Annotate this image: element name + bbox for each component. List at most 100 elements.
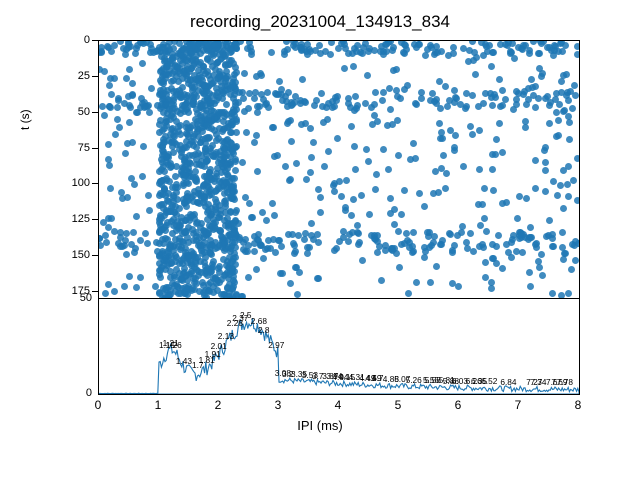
scatter-point	[342, 207, 349, 214]
scatter-point	[371, 101, 378, 108]
scatter-point	[418, 95, 425, 102]
scatter-point	[546, 120, 553, 127]
scatter-point	[134, 109, 141, 116]
scatter-point	[527, 224, 534, 231]
scatter-point	[307, 169, 314, 176]
scatter-point	[499, 200, 506, 207]
scatter-point	[363, 146, 370, 153]
scatter-point	[308, 154, 315, 161]
scatter-point	[215, 75, 222, 82]
scatter-point	[190, 62, 197, 69]
scatter-point	[269, 200, 276, 207]
scatter-point	[167, 274, 174, 281]
scatter-point	[317, 194, 324, 201]
scatter-point	[413, 279, 420, 286]
scatter-point	[114, 116, 121, 123]
scatter-point	[565, 163, 572, 170]
scatter-point	[202, 267, 209, 274]
scatter-point	[559, 48, 566, 55]
scatter-point	[365, 158, 372, 165]
scatter-point	[245, 274, 252, 281]
scatter-point	[383, 48, 390, 55]
scatter-point	[378, 277, 385, 284]
scatter-point	[173, 73, 180, 80]
scatter-point	[187, 77, 194, 84]
scatter-point	[203, 122, 210, 129]
scatter-point	[229, 258, 236, 265]
scatter-point	[549, 231, 556, 238]
scatter-point	[469, 40, 476, 45]
scatter-point	[126, 66, 133, 73]
scatter-point	[566, 119, 573, 126]
scatter-point	[308, 220, 315, 227]
scatter-point	[553, 133, 560, 140]
scatter-point	[325, 100, 332, 107]
scatter-point	[398, 211, 405, 218]
scatter-point	[421, 203, 428, 210]
scatter-ytick-mark	[92, 291, 98, 292]
scatter-point	[146, 207, 153, 214]
scatter-point	[345, 238, 352, 245]
scatter-point	[314, 275, 321, 282]
scatter-point	[229, 266, 236, 273]
scatter-point	[257, 242, 264, 249]
scatter-point	[374, 249, 381, 256]
scatter-point	[303, 176, 310, 183]
scatter-point	[513, 248, 520, 255]
scatter-point	[395, 228, 402, 235]
scatter-point	[127, 104, 134, 111]
scatter-point	[112, 131, 119, 138]
scatter-point	[287, 176, 294, 183]
scatter-point	[107, 185, 114, 192]
x-axis-tick-label: 3	[268, 398, 288, 412]
scatter-point	[107, 104, 114, 111]
scatter-point	[410, 229, 417, 236]
scatter-point	[568, 266, 575, 273]
scatter-point	[301, 236, 308, 243]
scatter-point	[447, 127, 454, 134]
scatter-point	[258, 72, 265, 79]
scatter-point	[479, 241, 486, 248]
scatter-point	[354, 229, 361, 236]
scatter-point	[211, 114, 218, 121]
scatter-point	[496, 120, 503, 127]
scatter-ytick-label: 100	[50, 177, 90, 189]
scatter-point	[489, 102, 496, 109]
scatter-point	[574, 197, 580, 204]
x-axis-label: IPI (ms)	[0, 418, 640, 433]
scatter-point	[221, 146, 228, 153]
scatter-point	[355, 241, 362, 248]
scatter-point	[358, 192, 365, 199]
scatter-point	[132, 50, 139, 57]
scatter-point	[118, 189, 125, 196]
scatter-point	[157, 274, 164, 281]
scatter-point	[482, 259, 489, 266]
scatter-point	[232, 158, 239, 165]
scatter-point	[422, 248, 429, 255]
scatter-point	[200, 47, 207, 54]
scatter-point	[410, 140, 417, 147]
x-axis-tick-label: 2	[208, 398, 228, 412]
scatter-point	[294, 291, 301, 298]
scatter-point	[430, 239, 437, 246]
scatter-point	[407, 156, 414, 163]
scatter-point	[384, 122, 391, 129]
scatter-point	[469, 92, 476, 99]
scatter-point	[434, 49, 441, 56]
scatter-point	[439, 237, 446, 244]
scatter-ytick-mark	[92, 148, 98, 149]
scatter-point	[318, 90, 325, 97]
scatter-point	[299, 76, 306, 83]
scatter-point	[516, 193, 523, 200]
scatter-point	[556, 101, 563, 108]
scatter-point	[351, 143, 358, 150]
peak-value-label: 1.43	[176, 357, 192, 365]
scatter-point	[210, 216, 217, 223]
scatter-ytick-mark	[92, 76, 98, 77]
scatter-point	[214, 59, 221, 66]
scatter-point	[165, 137, 172, 144]
scatter-point	[230, 188, 237, 195]
scatter-point	[162, 286, 169, 293]
scatter-point	[244, 248, 251, 255]
scatter-point	[444, 103, 451, 110]
